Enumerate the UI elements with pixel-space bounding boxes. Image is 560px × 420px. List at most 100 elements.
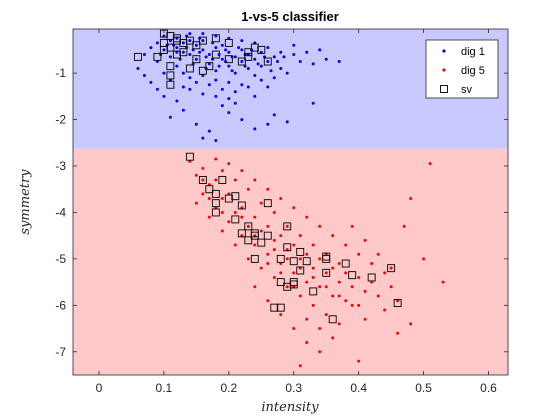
point-dig-1-88 — [337, 60, 341, 64]
point-dig-1-57 — [253, 94, 257, 98]
point-dig-1-89 — [311, 101, 315, 105]
point-dig-5-23 — [292, 243, 296, 247]
x-tick-label: 0.3 — [285, 381, 302, 395]
point-dig-5-100 — [233, 178, 237, 182]
point-dig-5-47 — [370, 262, 374, 266]
point-dig-1-81 — [285, 71, 289, 75]
points-layer — [133, 29, 445, 368]
chart-title: 1-vs-5 classifier — [241, 9, 339, 24]
point-sv-35 — [211, 189, 220, 198]
point-sv-50 — [263, 199, 272, 208]
point-dig-5-50 — [331, 234, 335, 238]
point-dig-5-67 — [292, 327, 296, 331]
point-sv-27 — [250, 43, 259, 52]
point-dig-5-43 — [383, 308, 387, 312]
point-dig-1-48 — [227, 97, 231, 101]
legend-marker-sv — [440, 85, 448, 93]
point-dig-1-72 — [201, 32, 205, 36]
point-dig-1-28 — [253, 73, 257, 77]
point-dig-5-37 — [344, 299, 348, 303]
point-dig-1-60 — [142, 53, 146, 57]
point-dig-5-119 — [318, 327, 322, 331]
point-dig-5-93 — [259, 201, 263, 205]
point-dig-5-60 — [259, 266, 263, 270]
point-dig-1-56 — [246, 85, 250, 89]
point-sv-37 — [211, 208, 220, 217]
point-dig-1-98 — [181, 108, 185, 112]
point-dig-1-9 — [194, 43, 198, 47]
point-dig-1-15 — [214, 46, 218, 50]
point-dig-1-104 — [198, 50, 202, 54]
point-dig-5-25 — [292, 271, 296, 275]
point-dig-5-112 — [337, 294, 341, 298]
point-dig-5-104 — [220, 210, 224, 214]
point-dig-1-11 — [201, 48, 205, 52]
point-dig-1-53 — [240, 118, 244, 122]
point-dig-1-70 — [181, 85, 185, 89]
point-dig-5-85 — [402, 224, 406, 228]
point-sv-1 — [153, 52, 162, 61]
point-dig-1-79 — [292, 53, 296, 57]
point-dig-5-35 — [344, 271, 348, 275]
point-dig-1-7 — [188, 39, 192, 43]
point-dig-5-113 — [350, 303, 354, 307]
point-sv-48 — [250, 254, 259, 263]
point-dig-5-6 — [220, 197, 224, 201]
point-dig-1-119 — [237, 46, 241, 50]
point-dig-5-59 — [214, 157, 218, 161]
point-dig-1-42 — [207, 83, 211, 87]
point-sv-65 — [328, 315, 337, 324]
point-sv-57 — [289, 257, 298, 266]
point-dig-5-49 — [344, 243, 348, 247]
point-dig-5-118 — [305, 317, 309, 321]
point-dig-1-25 — [246, 66, 250, 70]
point-sv-13 — [179, 48, 188, 57]
x-tick-label: 0.5 — [415, 381, 432, 395]
point-dig-5-36 — [350, 285, 354, 289]
y-tick-label: -6 — [55, 298, 66, 312]
legend-label-sv: sv — [461, 84, 473, 96]
point-dig-5-24 — [298, 257, 302, 261]
point-dig-5-73 — [279, 313, 283, 317]
point-dig-1-21 — [233, 55, 237, 59]
point-dig-1-22 — [233, 71, 237, 75]
point-dig-1-49 — [220, 104, 224, 108]
point-sv-59 — [296, 247, 305, 256]
point-sv-24 — [237, 57, 246, 66]
point-dig-1-114 — [217, 64, 221, 68]
point-dig-5-90 — [409, 322, 413, 326]
point-dig-1-68 — [162, 94, 166, 98]
point-dig-5-39 — [363, 289, 367, 293]
legend-marker-dig-1 — [442, 49, 446, 53]
point-dig-1-90 — [285, 120, 289, 124]
point-dig-5-83 — [376, 252, 380, 256]
point-dig-5-57 — [240, 169, 244, 173]
point-dig-5-54 — [279, 197, 283, 201]
point-dig-5-91 — [396, 331, 400, 335]
point-dig-5-99 — [337, 262, 341, 266]
legend-box — [425, 39, 499, 99]
point-dig-1-127 — [276, 60, 280, 64]
point-sv-15 — [185, 64, 194, 73]
point-dig-5-88 — [422, 257, 426, 261]
point-sv-43 — [237, 229, 246, 238]
point-dig-1-37 — [175, 64, 179, 68]
point-dig-5-66 — [337, 322, 341, 326]
point-sv-44 — [244, 222, 253, 231]
point-dig-5-1 — [194, 173, 198, 177]
point-dig-5-115 — [279, 271, 283, 275]
y-tick-label: -2 — [55, 113, 66, 127]
point-dig-5-69 — [318, 350, 322, 354]
point-sv-55 — [283, 282, 292, 291]
point-dig-1-54 — [201, 92, 205, 96]
point-dig-5-26 — [305, 252, 309, 256]
point-dig-5-51 — [318, 224, 322, 228]
point-dig-1-32 — [272, 55, 276, 59]
point-dig-1-5 — [181, 41, 185, 45]
point-dig-1-45 — [227, 80, 231, 84]
y-tick-label: -4 — [55, 205, 66, 219]
point-sv-67 — [348, 271, 357, 280]
point-dig-5-117 — [266, 262, 270, 266]
point-dig-1-97 — [272, 113, 276, 117]
x-axis: 0 0.1 0.2 0.3 0.4 0.5 0.6 — [96, 29, 497, 395]
